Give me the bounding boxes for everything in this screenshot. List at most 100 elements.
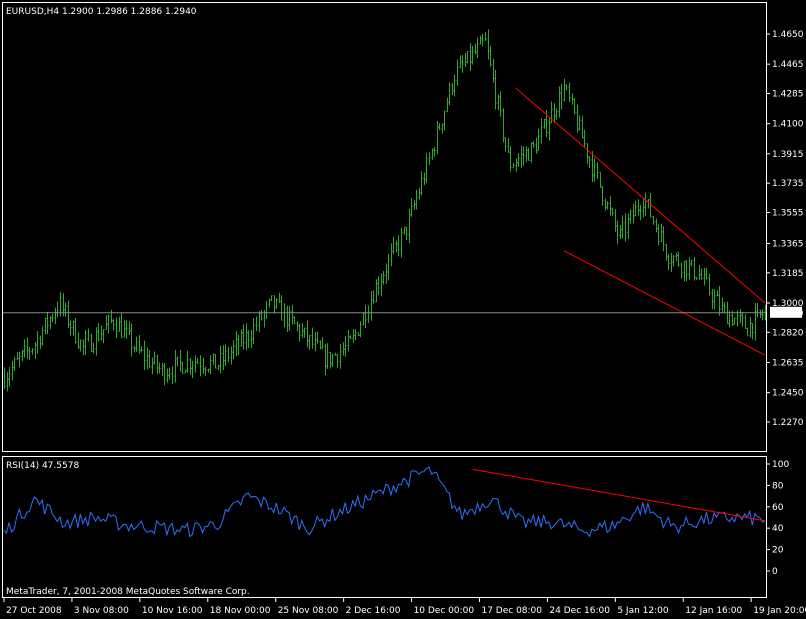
ohlc-bar: [543, 118, 546, 129]
ohlc-bar: [87, 328, 90, 342]
ohlc-bar: [212, 353, 215, 365]
ohlc-bar: [667, 254, 670, 270]
ohlc-bar: [255, 316, 258, 331]
ohlc-bar: [92, 342, 95, 354]
ohlc-bar: [390, 243, 393, 267]
ohlc-bar: [352, 329, 355, 343]
ohlc-bar: [527, 147, 530, 161]
ohlc-bar: [143, 340, 146, 371]
ohlc-bar: [219, 345, 222, 374]
ohlc-bar: [74, 317, 77, 344]
ohlc-bar: [199, 355, 202, 377]
ohlc-bar: [214, 353, 217, 369]
ohlc-bar: [23, 339, 26, 358]
ohlc-bar: [489, 45, 492, 67]
ohlc-bar: [82, 339, 85, 356]
price-y-tick-label: 1.3735: [772, 179, 804, 189]
ohlc-bar: [700, 268, 703, 280]
ohlc-bar: [662, 226, 665, 252]
rsi-y-tick-label: 40: [772, 524, 784, 534]
ohlc-bar: [250, 329, 253, 349]
ohlc-bar: [464, 52, 467, 68]
current-price-label: 1.2940: [772, 309, 804, 319]
price-trendline-1[interactable]: [515, 87, 766, 304]
ohlc-bar: [665, 243, 668, 261]
ohlc-bar: [431, 148, 434, 160]
ohlc-bar: [413, 199, 416, 210]
price-panel[interactable]: 1.4650 1.4465 1.4285 1.4100 1.3915 1.3735 1.35…: [2, 2, 804, 452]
ohlc-bar: [270, 295, 273, 302]
price-trendlines[interactable]: [515, 87, 766, 356]
ohlc-bar: [675, 252, 678, 261]
ohlc-bar: [268, 298, 271, 308]
ohlc-bar: [161, 362, 164, 376]
ohlc-bar: [443, 110, 446, 131]
ohlc-bar: [571, 93, 574, 105]
time-x-axis: 27 Oct 2008 3 Nov 08:00 10 Nov 16:00 18 Nov…: [3, 598, 806, 616]
ohlc-bar: [329, 351, 332, 369]
ohlc-bar: [44, 318, 47, 335]
ohlc-bar: [683, 260, 686, 282]
ohlc-bar: [331, 353, 334, 368]
rsi-trendline[interactable]: [472, 468, 766, 522]
ohlc-bar: [660, 223, 663, 242]
ohlc-bar: [693, 257, 696, 281]
ohlc-bar: [224, 344, 227, 367]
ohlc-bar: [46, 312, 49, 335]
ohlc-bar: [306, 320, 309, 348]
ohlc-bar: [209, 355, 212, 375]
ohlc-bar: [647, 199, 650, 209]
ohlc-bar: [604, 198, 607, 211]
ohlc-bar: [441, 123, 444, 134]
ohlc-bar: [499, 91, 502, 117]
ohlc-bar: [520, 145, 523, 168]
ohlc-bar: [349, 335, 352, 340]
ohlc-bar: [326, 343, 329, 369]
ohlc-bar: [34, 342, 37, 359]
ohlc-bar: [321, 337, 324, 349]
ohlc-bar: [410, 198, 413, 217]
ohlc-bar: [359, 321, 362, 338]
x-tick-label: 10 Dec 00:00: [414, 606, 475, 616]
ohlc-bar: [479, 35, 482, 45]
ohlc-bar: [563, 78, 566, 102]
ohlc-bar: [578, 115, 581, 131]
ohlc-bar: [599, 172, 602, 188]
ohlc-bar: [408, 208, 411, 243]
ohlc-bar: [303, 327, 306, 338]
price-y-tick-label: 1.4285: [772, 90, 804, 100]
ohlc-bar: [237, 334, 240, 356]
ohlc-bar: [275, 297, 278, 309]
ohlc-bar: [677, 251, 680, 267]
ohlc-bar: [560, 83, 563, 110]
ohlc-bar: [372, 290, 375, 304]
ohlc-bar: [708, 273, 711, 296]
ohlc-bar: [18, 351, 21, 368]
ohlc-bar: [716, 290, 719, 297]
price-trendline-2[interactable]: [563, 250, 766, 356]
ohlc-bar: [568, 82, 571, 103]
ohlc-bar: [695, 276, 698, 280]
x-tick-label: 12 Jan 16:00: [685, 606, 742, 616]
ohlc-bar: [558, 86, 561, 118]
ohlc-bar: [469, 43, 472, 71]
ohlc-bar: [49, 316, 52, 330]
ohlc-bar: [713, 288, 716, 310]
ohlc-bar: [316, 331, 319, 344]
ohlc-bar: [680, 262, 683, 279]
ohlc-bar: [377, 276, 380, 296]
ohlc-bar: [711, 288, 714, 310]
rsi-y-tick-label: 100: [772, 460, 789, 470]
ohlc-bar: [51, 314, 54, 323]
ohlc-bar: [278, 292, 281, 303]
ohlc-bar: [342, 342, 345, 356]
ohlc-bar: [703, 267, 706, 286]
ohlc-bar: [28, 347, 31, 360]
rsi-panel-header: RSI(14) 47.5578: [6, 461, 79, 471]
ohlc-bar: [240, 329, 243, 347]
price-y-tick-label: 1.3185: [772, 269, 804, 279]
x-tick-label: 18 Nov 00:00: [210, 606, 271, 616]
price-y-tick-label: 1.2270: [772, 418, 804, 428]
rsi-panel[interactable]: 100 80 60 40 20 0 RSI(14) 47.5578 MetaTrader,…: [2, 456, 790, 598]
